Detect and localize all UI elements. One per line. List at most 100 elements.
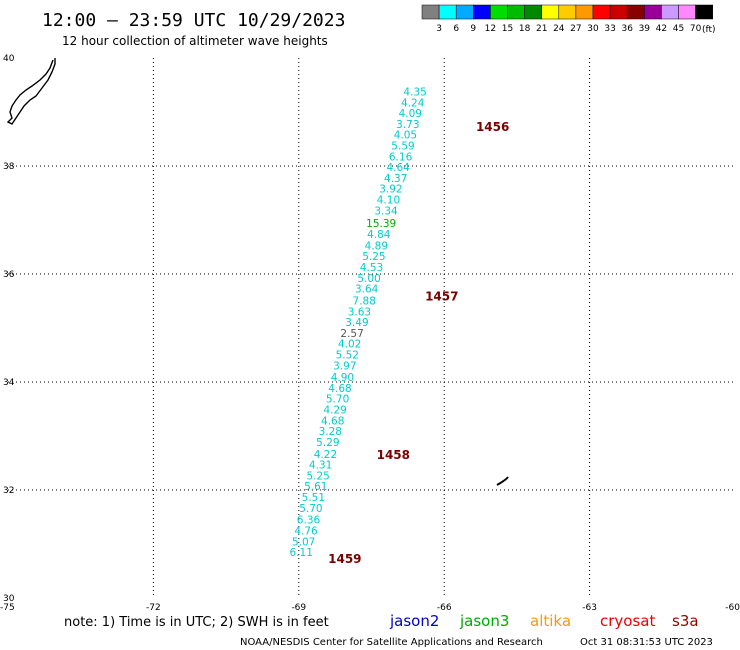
colorbar-swatch — [421, 4, 440, 20]
axis-tick-labels: -75 -72 -69 -66 -63 -60 40 38 36 34 32 30 — [0, 54, 740, 613]
satellite-legend: jason2 jason3 altika cryosat s3a — [389, 612, 699, 630]
swh-value: 4.37 — [384, 173, 407, 185]
pass-labels: 1456 1457 1458 1459 — [328, 120, 509, 566]
pass-time-label: 1458 — [377, 448, 410, 462]
colorbar-label: 24 — [553, 24, 565, 34]
satellite-altika: altika — [530, 612, 571, 630]
colorbar-label: 33 — [604, 24, 615, 34]
swh-value: 5.25 — [306, 470, 329, 482]
swh-value: 5.61 — [304, 481, 327, 493]
satellite-jason2: jason2 — [389, 612, 439, 630]
swh-value: 4.64 — [386, 162, 410, 174]
pass-time-label: 1459 — [328, 552, 361, 566]
swh-value: 4.22 — [314, 449, 337, 461]
swh-value: 3.97 — [333, 360, 356, 372]
colorbar-swatch — [678, 4, 696, 20]
swh-value: 4.02 — [338, 339, 361, 351]
colorbar-swatch — [558, 4, 577, 20]
colorbar-swatch — [661, 4, 679, 20]
lat-tick-label: 30 — [3, 594, 15, 604]
swh-value: 4.09 — [399, 108, 422, 120]
swh-value: 5.70 — [326, 394, 349, 406]
colorbar-swatch — [507, 4, 525, 20]
altimeter-track: 4.354.244.093.734.055.596.164.644.373.92… — [290, 86, 427, 559]
swh-value: 4.90 — [331, 372, 354, 384]
swh-value: 3.63 — [348, 306, 371, 318]
swh-value: 4.10 — [377, 194, 400, 206]
swh-value: 5.59 — [391, 140, 414, 152]
swh-value: 3.92 — [379, 184, 402, 196]
swh-value: 5.52 — [336, 349, 359, 361]
swh-value: 5.29 — [316, 437, 339, 449]
map-title: 12:00 — 23:59 UTC 10/29/2023 — [42, 10, 345, 31]
swh-value: 3.28 — [319, 426, 342, 438]
swh-value: 4.05 — [394, 130, 417, 142]
colorbar-swatch — [541, 4, 560, 20]
colorbar-swatch — [695, 4, 713, 20]
swh-value: 5.51 — [302, 492, 325, 504]
coastline-segment — [6, 58, 56, 125]
lat-tick-label: 34 — [3, 378, 15, 388]
swh-value: 15.39 — [366, 218, 396, 230]
colorbar-swatch — [473, 4, 491, 20]
swh-value: 6.11 — [290, 547, 313, 559]
colorbar-label: 18 — [519, 24, 531, 34]
colorbar-unit: (ft) — [702, 25, 716, 35]
colorbar-swatch — [592, 4, 611, 20]
colorbar-swatch — [575, 4, 594, 20]
lat-tick-label: 32 — [3, 486, 14, 496]
lat-tick-label: 36 — [3, 270, 15, 280]
swh-value: 6.16 — [389, 151, 413, 163]
colorbar-label: 30 — [587, 24, 599, 34]
satellite-s3a: s3a — [672, 612, 699, 630]
lon-tick-label: -72 — [146, 603, 161, 613]
colorbar: 3 6 9 12 15 18 21 24 27 30 33 36 39 42 45 70 — [421, 4, 713, 34]
colorbar-label: 27 — [570, 24, 581, 34]
colorbar-swatch — [626, 4, 645, 20]
colorbar-swatch — [455, 4, 474, 20]
pass-time-label: 1457 — [425, 290, 458, 304]
colorbar-label: 3 — [436, 24, 442, 34]
colorbar-label: 15 — [502, 24, 513, 34]
swh-value: 5.70 — [299, 503, 322, 515]
colorbar-swatch — [438, 4, 457, 20]
swh-value: 4.24 — [401, 97, 425, 109]
credit-text: NOAA/NESDIS Center for Satellite Applica… — [240, 637, 543, 648]
swh-value: 4.89 — [365, 240, 388, 252]
swh-value: 4.68 — [328, 383, 351, 395]
swh-value: 3.64 — [355, 284, 379, 296]
swh-value: 5.07 — [292, 536, 315, 548]
coastline — [6, 58, 56, 125]
colorbar-swatch — [644, 4, 662, 20]
swh-value: 5.00 — [357, 273, 380, 285]
swh-value: 3.49 — [345, 317, 368, 329]
colorbar-label: 36 — [621, 24, 633, 34]
colorbar-swatch — [490, 4, 508, 20]
colorbar-label: 6 — [453, 24, 459, 34]
swh-value: 4.84 — [367, 229, 391, 241]
colorbar-swatch — [609, 4, 628, 20]
colorbar-label: 39 — [639, 24, 651, 34]
units-note: note: 1) Time is in UTC; 2) SWH is in fe… — [64, 615, 329, 630]
colorbar-label: 45 — [673, 24, 684, 34]
lon-tick-label: -60 — [725, 603, 740, 613]
lat-tick-label: 40 — [3, 54, 15, 64]
pass-time-label: 1456 — [476, 120, 509, 134]
lon-tick-label: -66 — [437, 603, 452, 613]
swh-value: 4.29 — [323, 405, 346, 417]
island-bermuda — [496, 476, 509, 486]
colorbar-label: 21 — [536, 24, 547, 34]
lon-tick-label: -69 — [291, 603, 306, 613]
swh-value: 4.53 — [360, 262, 383, 274]
lon-tick-label: -75 — [0, 603, 15, 613]
satellite-jason3: jason3 — [459, 612, 509, 630]
map-grid — [8, 58, 735, 598]
swh-value: 3.73 — [396, 119, 419, 131]
lat-tick-label: 38 — [3, 162, 15, 172]
lon-tick-label: -63 — [582, 603, 597, 613]
satellite-cryosat: cryosat — [600, 612, 655, 630]
swh-value: 4.31 — [309, 460, 332, 472]
swh-value: 7.88 — [353, 295, 376, 307]
colorbar-swatch — [524, 4, 542, 20]
